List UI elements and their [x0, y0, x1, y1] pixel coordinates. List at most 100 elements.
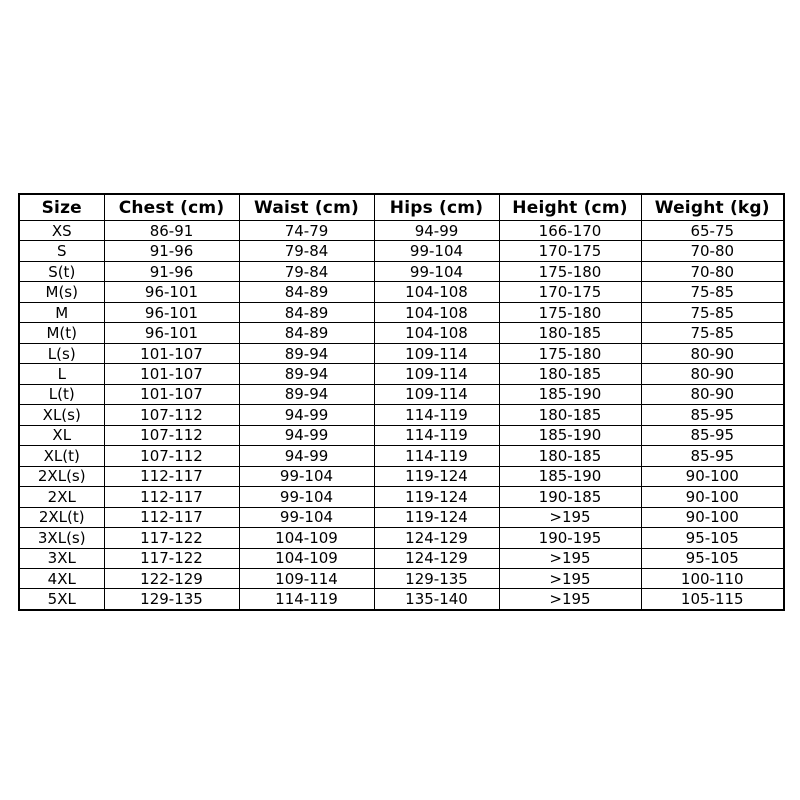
table-cell: 86-91 [103, 219, 240, 242]
table-cell: 105-115 [640, 588, 785, 611]
table-cell: 175-180 [498, 260, 642, 283]
table-cell: 109-114 [373, 363, 500, 385]
table-cell: 170-175 [498, 281, 642, 303]
column-header-weight-kg: Weight (kg) [640, 193, 785, 221]
size-label-cell: L(t) [18, 383, 105, 406]
table-cell: 101-107 [103, 342, 240, 365]
size-label-cell: M [18, 301, 105, 324]
table-cell: 104-108 [373, 301, 500, 324]
table-cell: 99-104 [238, 486, 375, 508]
table-cell: 95-105 [640, 547, 785, 569]
table-cell: 84-89 [238, 322, 375, 344]
size-label-cell: L(s) [18, 342, 105, 365]
table-cell: 104-109 [238, 527, 375, 549]
table-cell: 180-185 [498, 404, 642, 426]
table-cell: 107-112 [103, 424, 240, 447]
table-cell: 70-80 [640, 260, 785, 283]
table-cell: 109-114 [238, 567, 375, 590]
table-cell: 89-94 [238, 363, 375, 385]
table-cell: 99-104 [373, 260, 500, 283]
table-row: 3XL(s) 117-122 104-109 124-129 190-195 95-105 [18, 527, 785, 549]
table-cell: 96-101 [103, 322, 240, 344]
table-cell: >195 [498, 588, 642, 611]
table-row: L 101-107 89-94 109-114 180-185 80-90 [18, 363, 785, 385]
table-cell: 180-185 [498, 322, 642, 344]
table-header: Size Chest (cm) Waist (cm) Hips (cm) Height … [18, 193, 785, 221]
table-row: M(t) 96-101 84-89 104-108 180-185 75-85 [18, 322, 785, 344]
table-cell: 74-79 [238, 219, 375, 242]
table-cell: 119-124 [373, 506, 500, 529]
table-row: 2XL(s) 112-117 99-104 119-124 185-190 90-100 [18, 465, 785, 488]
table-cell: 89-94 [238, 342, 375, 365]
table-cell: 99-104 [238, 465, 375, 488]
table-row: 4XL 122-129 109-114 129-135 >195 100-110 [18, 567, 785, 590]
table-cell: 114-119 [238, 588, 375, 611]
table-cell: 107-112 [103, 445, 240, 467]
table-cell: 79-84 [238, 260, 375, 283]
column-header-chest-cm: Chest (cm) [103, 193, 240, 221]
table-cell: 65-75 [640, 219, 785, 242]
table-cell: 124-129 [373, 527, 500, 549]
header-row: Size Chest (cm) Waist (cm) Hips (cm) Height … [18, 193, 785, 221]
table-cell: 75-85 [640, 281, 785, 303]
table-cell: 90-100 [640, 465, 785, 488]
size-label-cell: M(t) [18, 322, 105, 344]
table-cell: 104-109 [238, 547, 375, 569]
size-label-cell: S(t) [18, 260, 105, 283]
table-cell: 129-135 [373, 567, 500, 590]
table-cell: 107-112 [103, 404, 240, 426]
column-header-height-cm: Height (cm) [498, 193, 642, 221]
size-label-cell: XS [18, 219, 105, 242]
table-cell: 104-108 [373, 322, 500, 344]
table-row: 2XL(t) 112-117 99-104 119-124 >195 90-100 [18, 506, 785, 529]
size-label-cell: M(s) [18, 281, 105, 303]
table-cell: 101-107 [103, 363, 240, 385]
size-label-cell: XL(s) [18, 404, 105, 426]
table-cell: 99-104 [238, 506, 375, 529]
table-cell: 85-95 [640, 445, 785, 467]
table-cell: 175-180 [498, 342, 642, 365]
table-cell: 135-140 [373, 588, 500, 611]
table-cell: 85-95 [640, 404, 785, 426]
table-row: XL(t) 107-112 94-99 114-119 180-185 85-95 [18, 445, 785, 467]
table-cell: 80-90 [640, 383, 785, 406]
table-cell: 80-90 [640, 363, 785, 385]
table-row: XL(s) 107-112 94-99 114-119 180-185 85-95 [18, 404, 785, 426]
table-cell: 117-122 [103, 547, 240, 569]
size-label-cell: 2XL(s) [18, 465, 105, 488]
table-cell: 122-129 [103, 567, 240, 590]
table-cell: 95-105 [640, 527, 785, 549]
size-label-cell: 2XL(t) [18, 506, 105, 529]
table-cell: 91-96 [103, 240, 240, 262]
table-cell: 75-85 [640, 322, 785, 344]
table-cell: >195 [498, 567, 642, 590]
table-cell: 96-101 [103, 281, 240, 303]
table-cell: 96-101 [103, 301, 240, 324]
column-header-size: Size [18, 193, 105, 221]
table-cell: 119-124 [373, 465, 500, 488]
table-cell: 101-107 [103, 383, 240, 406]
table-cell: 114-119 [373, 404, 500, 426]
table-cell: 109-114 [373, 342, 500, 365]
table-cell: 94-99 [373, 219, 500, 242]
size-label-cell: 3XL [18, 547, 105, 569]
table-cell: 175-180 [498, 301, 642, 324]
table-cell: 84-89 [238, 281, 375, 303]
size-label-cell: 4XL [18, 567, 105, 590]
table-body: XS 86-91 74-79 94-99 166-170 65-75 S 91-96 79-84… [18, 219, 785, 611]
size-label-cell: 5XL [18, 588, 105, 611]
table-cell: 89-94 [238, 383, 375, 406]
table-row: L(s) 101-107 89-94 109-114 175-180 80-90 [18, 342, 785, 365]
table-row: M(s) 96-101 84-89 104-108 170-175 75-85 [18, 281, 785, 303]
table-row: 3XL 117-122 104-109 124-129 >195 95-105 [18, 547, 785, 569]
table-row: 2XL 112-117 99-104 119-124 190-185 90-100 [18, 486, 785, 508]
table-cell: 94-99 [238, 424, 375, 447]
table-cell: 70-80 [640, 240, 785, 262]
table-cell: 114-119 [373, 445, 500, 467]
table-cell: 94-99 [238, 445, 375, 467]
table-cell: 99-104 [373, 240, 500, 262]
table-cell: 190-195 [498, 527, 642, 549]
size-label-cell: XL [18, 424, 105, 447]
table-cell: 124-129 [373, 547, 500, 569]
table-cell: 185-190 [498, 383, 642, 406]
